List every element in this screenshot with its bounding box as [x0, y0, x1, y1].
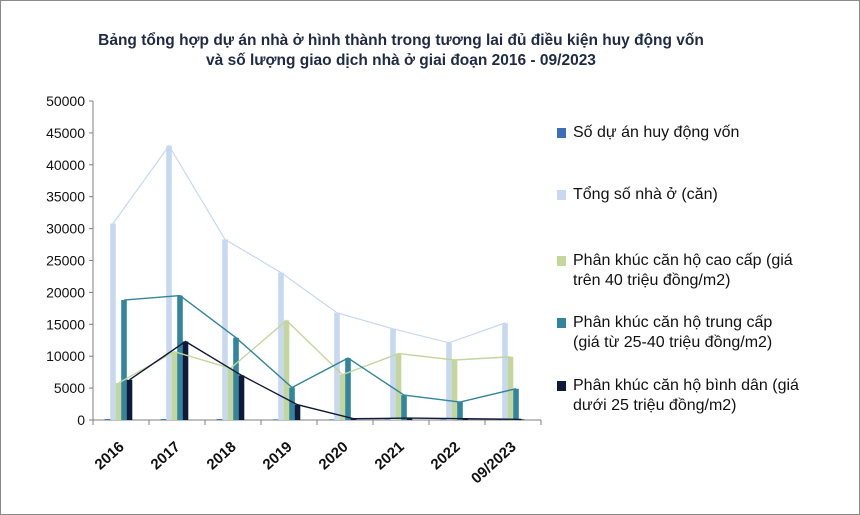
legend-label-projects: Số dự án huy động vốn: [573, 123, 843, 143]
bar-2021-series-0: [384, 419, 391, 420]
legend-label-affordable: Phân khúc căn hộ bình dân (giá dưới 25 t…: [573, 376, 843, 416]
bar-2016-series-0: [104, 419, 111, 420]
x-tick-label-2020: 2020: [315, 438, 351, 473]
y-tick-label-9: 45000: [46, 125, 85, 141]
y-tick-label-8: 40000: [46, 157, 85, 173]
legend-label-mid-range: Phân khúc căn hộ trung cấp (giá từ 25-40…: [573, 313, 843, 353]
series-line-1: [112, 144, 506, 344]
bar-2019-series-0: [272, 419, 279, 420]
series-line-2: [118, 319, 511, 384]
bar-2021-series-4: [406, 418, 413, 420]
y-tick-label-2: 10000: [46, 348, 85, 364]
bar-2017-series-4: [182, 341, 189, 420]
legend-swatch-mid-range: [557, 318, 566, 328]
bar-2016-series-4: [126, 379, 133, 420]
x-tick-label-09-2023: 09/2023: [468, 438, 520, 487]
series-line-3: [123, 294, 517, 403]
chart-title-line-1: Bảng tổng hợp dự án nhà ở hình thành tro…: [98, 32, 704, 49]
bar-2019-series-2: [283, 320, 290, 420]
y-tick-label-7: 35000: [46, 189, 85, 205]
bar-2020-series-1: [334, 312, 340, 420]
y-tick-label-10: 50000: [46, 93, 85, 109]
bar-2018-series-4: [238, 375, 245, 420]
y-tick-label-3: 15000: [46, 316, 85, 332]
bar-2021-series-2: [395, 353, 402, 420]
bar-2019-series-3: [289, 387, 295, 420]
bar-2022-series-3: [457, 402, 463, 420]
bar-2018-series-3: [233, 337, 239, 420]
x-tick-label-2021: 2021: [371, 438, 407, 473]
x-tick-label-2019: 2019: [259, 438, 295, 473]
legend-swatch-affordable: [557, 381, 566, 391]
legend-label-total-homes-line-1: Tổng số nhà ở (căn): [573, 186, 718, 203]
x-tick-label-2017: 2017: [147, 438, 183, 473]
bar-2017-series-3: [177, 295, 183, 420]
legend-swatch-projects: [557, 128, 566, 138]
bar-2017-series-1: [166, 145, 172, 420]
chart-title: Bảng tổng hợp dự án nhà ở hình thành tro…: [41, 31, 761, 71]
legend-label-high-end-line-2: trên 40 triệu đồng/m2): [573, 272, 731, 289]
bar-2017-series-0: [160, 419, 167, 420]
bar-2019-series-4: [294, 404, 301, 420]
legend-label-total-homes: Tổng số nhà ở (căn): [573, 185, 843, 205]
x-tick-label-2016: 2016: [91, 438, 127, 473]
bar-2016-series-2: [115, 382, 122, 420]
bar-2022-series-0: [440, 419, 447, 420]
legend-label-mid-range-line-1: Phân khúc căn hộ trung cấp: [573, 314, 773, 331]
bar-2021-series-1: [390, 328, 396, 420]
bar-2020-series-2: [339, 374, 346, 420]
bar-2020-series-3: [345, 358, 351, 420]
y-tick-label-0: 0: [77, 412, 85, 428]
bar-2018-series-0: [216, 419, 223, 420]
bar-2019-series-1: [278, 272, 284, 420]
bar-2020-series-0: [328, 419, 335, 420]
bar-09-2023-series-2: [507, 356, 514, 420]
bar-09-2023-series-4: [518, 419, 525, 420]
series-line-4: [129, 340, 522, 421]
bar-09-2023-series-0: [496, 419, 503, 421]
legend-swatch-total-homes: [557, 190, 566, 200]
bar-2017-series-2: [171, 351, 178, 420]
x-tick-label-2022: 2022: [427, 438, 463, 473]
bar-2018-series-2: [227, 368, 234, 420]
y-tick-label-6: 30000: [46, 221, 85, 237]
bar-2021-series-3: [401, 395, 407, 420]
y-tick-label-4: 20000: [46, 284, 85, 300]
legend-label-affordable-line-1: Phân khúc căn hộ bình dân (giá: [573, 377, 799, 394]
y-tick-label-1: 5000: [54, 380, 85, 396]
legend-swatch-high-end: [557, 256, 566, 266]
bar-09-2023-series-1: [502, 323, 508, 420]
legend-label-high-end-line-1: Phân khúc căn hộ cao cấp (giá: [573, 252, 793, 269]
legend-label-mid-range-line-2: (giá từ 25-40 triệu đồng/m2): [573, 334, 773, 351]
legend-label-affordable-line-2: dưới 25 triệu đồng/m2): [573, 397, 737, 414]
bar-2022-series-1: [446, 342, 452, 420]
legend-label-high-end: Phân khúc căn hộ cao cấp (giá trên 40 tr…: [573, 251, 843, 291]
bar-09-2023-series-3: [513, 388, 519, 420]
bar-2016-series-1: [110, 223, 116, 420]
bar-2016-series-3: [121, 300, 127, 420]
legend-label-projects-line-1: Số dự án huy động vốn: [573, 124, 740, 141]
chart-title-line-2: và số lượng giao dịch nhà ở giai đoạn 20…: [206, 52, 596, 69]
bar-2022-series-2: [451, 360, 458, 420]
x-tick-label-2018: 2018: [203, 438, 239, 473]
y-tick-label-5: 25000: [46, 253, 85, 269]
